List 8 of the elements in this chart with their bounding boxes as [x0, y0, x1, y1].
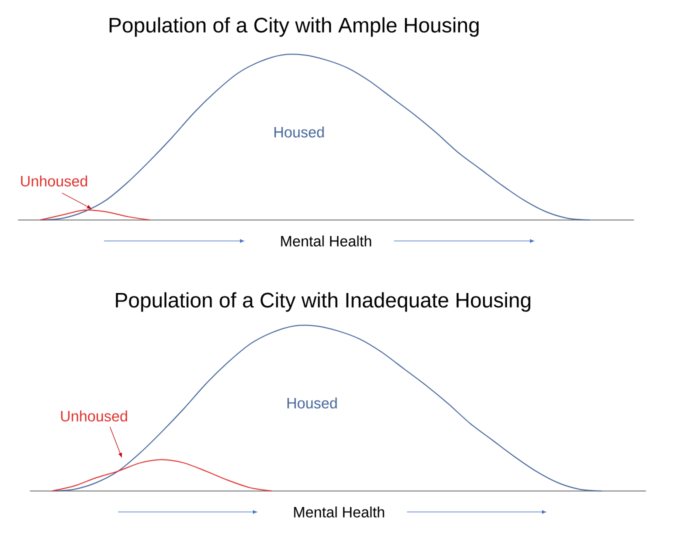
chart-title: Population of a City with Inadequate Housing: [116, 292, 530, 312]
text: Housed: [274, 126, 324, 138]
series-label: Unhoused: [21, 176, 88, 186]
x-axis-title: Mental Health: [281, 236, 372, 246]
text: Housed: [287, 398, 337, 408]
text: Unhoused: [61, 410, 128, 422]
chart-title: Population of a City with Ample Housing: [110, 17, 479, 37]
x-axis-title: Mental Health: [294, 506, 384, 518]
